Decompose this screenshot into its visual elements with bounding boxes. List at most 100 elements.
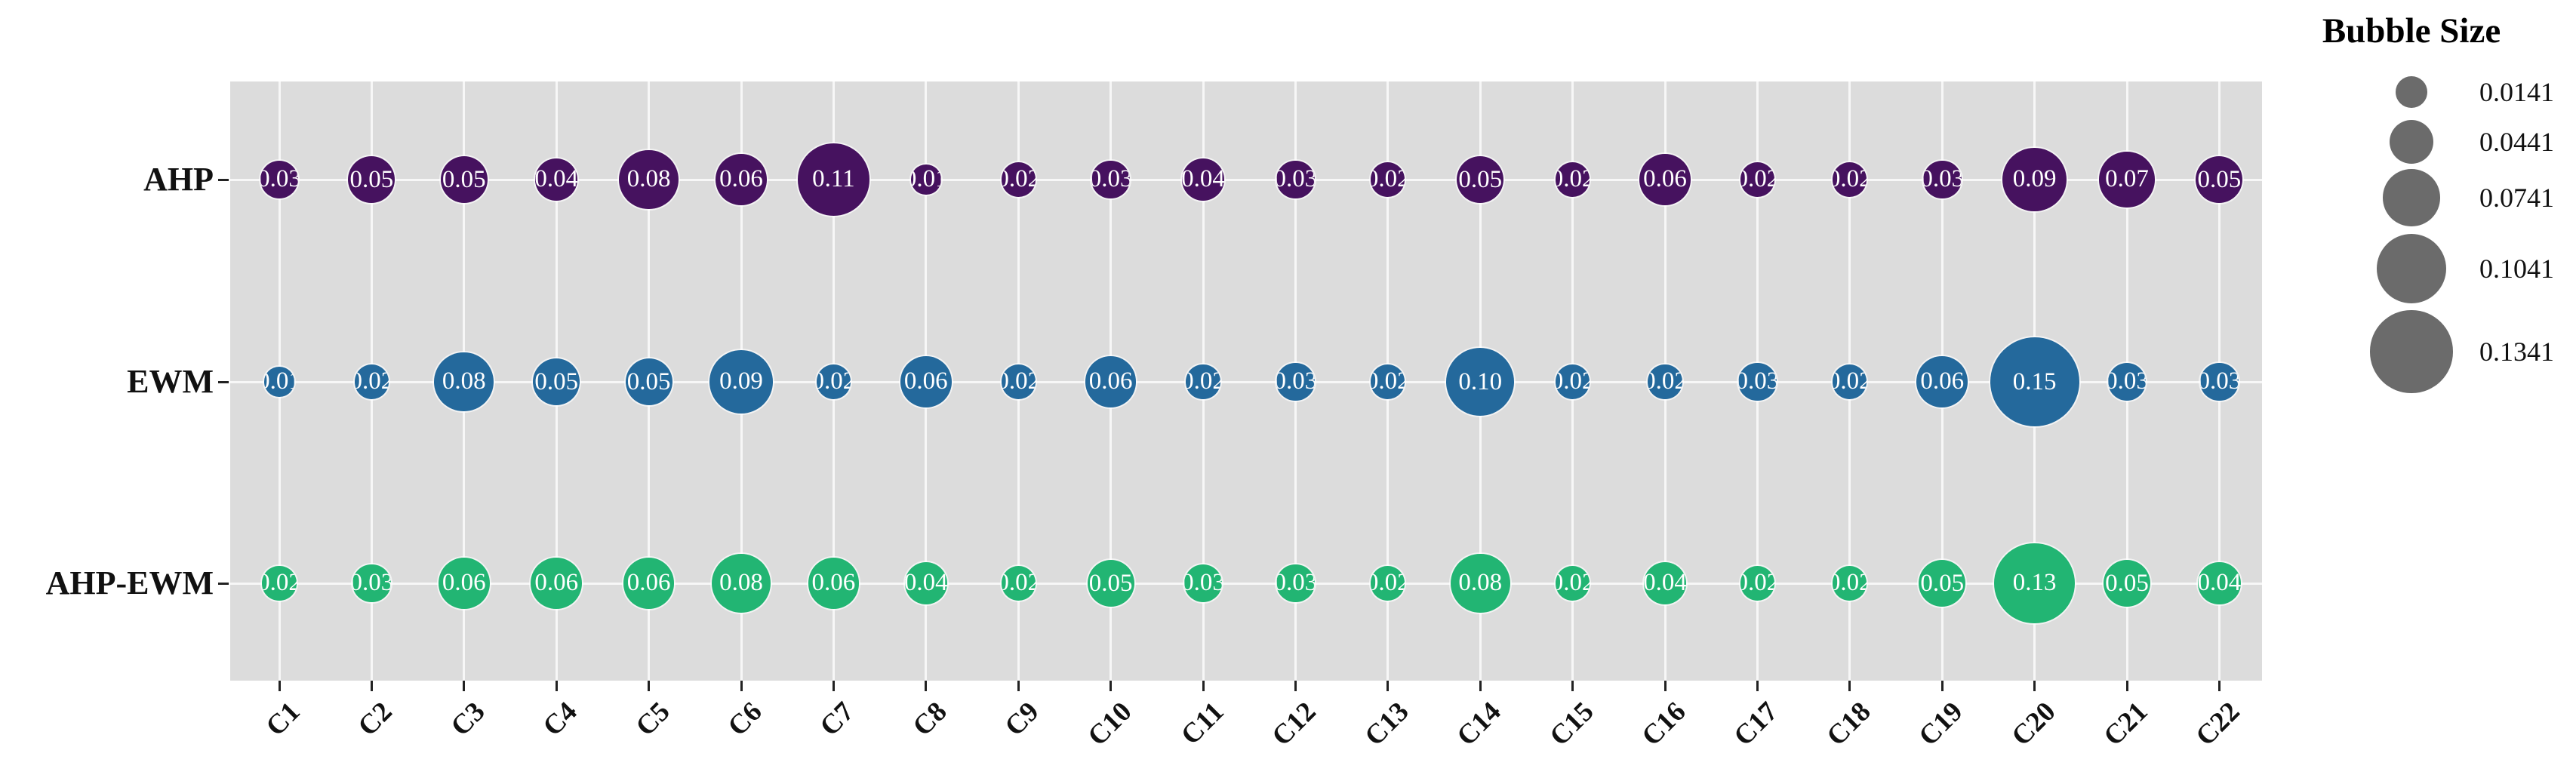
x-tick-label-C17: C17 [1728,696,1784,752]
bubble-value-label: 0.05 [1920,569,1965,597]
x-tick-C12 [1294,681,1297,691]
x-tick-label-C8: C8 [906,696,953,743]
bubble-AHP-EWM-C1: 0.02 [262,566,297,601]
x-tick-C17 [1756,681,1759,691]
bubble-EWM-C7: 0.02 [816,364,851,399]
bubble-value-label: 0.03 [352,569,391,597]
bubble-EWM-C22: 0.03 [2200,362,2239,401]
bubble-value-label: 0.02 [1648,367,1682,395]
bubble-value-label: 0.02 [1556,569,1590,597]
bubble-AHP-C3: 0.05 [440,156,488,203]
bubble-AHP-C11: 0.04 [1181,158,1225,201]
x-tick-C4 [555,681,558,691]
bubble-value-label: 0.05 [442,165,486,193]
bubble-AHP-EWM-C20: 0.13 [1994,543,2075,624]
x-tick-C13 [1386,681,1390,691]
x-tick-label-C22: C22 [2190,696,2246,752]
bubble-value-label: 0.04 [1181,165,1225,193]
bubble-value-label: 0.03 [1276,165,1315,193]
bubble-EWM-C1: 0.01 [264,367,294,397]
bubble-value-label: 0.02 [1371,367,1405,395]
x-tick-label-C19: C19 [1913,696,1969,752]
bubble-AHP-EWM-C15: 0.02 [1556,566,1590,601]
bubble-EWM-C3: 0.08 [434,352,494,412]
bubble-AHP-C10: 0.03 [1091,160,1130,199]
bubble-AHP-C20: 0.09 [2002,147,2067,212]
bubble-AHP-C8: 0.01 [911,165,941,195]
bubble-AHP-EWM-C12: 0.03 [1276,564,1315,603]
bubble-value-label: 0.09 [719,367,763,395]
bubble-EWM-C5: 0.05 [625,358,672,405]
bubble-EWM-C17: 0.03 [1738,362,1777,401]
bubble-value-label: 0.06 [719,165,763,193]
x-tick-C14 [1479,681,1482,691]
x-tick-label-C5: C5 [629,696,676,743]
x-tick-C2 [370,681,373,691]
x-tick-C22 [2217,681,2221,691]
h-gridline-EWM [230,380,2262,383]
bubble-value-label: 0.02 [1001,367,1036,395]
bubble-AHP-C4: 0.04 [535,158,578,201]
bubble-value-label: 0.05 [349,165,394,193]
bubble-AHP-C12: 0.03 [1276,160,1315,199]
bubble-value-label: 0.03 [1738,367,1777,395]
bubble-EWM-C14: 0.10 [1446,348,1515,416]
x-tick-C5 [648,681,651,691]
legend-size-label-4: 0.1341 [2479,337,2554,367]
x-tick-C6 [740,681,743,691]
x-tick-label-C14: C14 [1451,696,1507,752]
x-tick-label-C1: C1 [260,696,306,743]
bubble-AHP-EWM-C17: 0.02 [1740,566,1774,601]
legend-bubble-1 [2389,119,2434,165]
bubble-AHP-C16: 0.06 [1639,154,1691,205]
y-tick-label-AHP: AHP [143,161,214,198]
x-tick-C21 [2125,681,2128,691]
bubble-value-label: 0.10 [1458,367,1503,395]
legend-bubble-0 [2396,76,2427,108]
legend-bubble-4 [2370,310,2453,393]
bubble-value-label: 0.06 [626,569,671,597]
bubble-value-label: 0.08 [719,569,763,597]
bubble-AHP-C1: 0.03 [260,160,299,199]
bubble-value-label: 0.02 [1371,165,1405,193]
bubble-value-label: 0.02 [1833,367,1867,395]
bubble-value-label: 0.06 [442,569,486,597]
x-tick-label-C4: C4 [537,696,583,743]
bubble-AHP-EWM-C19: 0.05 [1919,560,1966,607]
y-tick-AHP-EWM [218,582,229,585]
bubble-value-label: 0.05 [534,367,579,395]
bubble-EWM-C4: 0.05 [533,358,580,405]
legend-size-label-3: 0.1041 [2479,254,2554,284]
bubble-EWM-C15: 0.02 [1556,364,1590,399]
bubble-AHP-C22: 0.05 [2196,156,2243,203]
bubble-AHP-EWM-C18: 0.02 [1833,566,1867,601]
bubble-AHP-EWM-C3: 0.06 [439,558,490,609]
bubble-EWM-C6: 0.09 [709,349,774,414]
x-tick-label-C20: C20 [2005,696,2062,752]
bubble-AHP-C2: 0.05 [348,156,395,203]
bubble-value-label: 0.05 [626,367,671,395]
x-tick-C8 [925,681,928,691]
bubble-value-label: 0.06 [811,569,856,597]
bubble-value-label: 0.03 [2107,367,2147,395]
bubble-value-label: 0.02 [1740,569,1774,597]
bubble-value-label: 0.04 [2198,569,2241,597]
x-tick-label-C16: C16 [1636,696,1692,752]
bubble-EWM-C11: 0.02 [1186,364,1220,399]
y-tick-label-EWM: EWM [127,363,214,400]
x-tick-C11 [1202,681,1205,691]
bubble-value-label: 0.02 [1740,165,1774,193]
bubble-AHP-C18: 0.02 [1833,162,1867,197]
bubble-AHP-EWM-C10: 0.05 [1087,560,1134,607]
x-tick-label-C6: C6 [722,696,768,743]
bubble-AHP-C13: 0.02 [1371,162,1405,197]
x-tick-C20 [2033,681,2036,691]
x-tick-C1 [278,681,281,691]
bubble-EWM-C8: 0.06 [900,356,952,407]
bubble-value-label: 0.02 [262,569,297,597]
bubble-EWM-C18: 0.02 [1833,364,1867,399]
bubble-value-label: 0.02 [1371,569,1405,597]
x-tick-C9 [1017,681,1020,691]
bubble-value-label: 0.02 [816,367,851,395]
bubble-AHP-EWM-C8: 0.04 [904,561,947,605]
